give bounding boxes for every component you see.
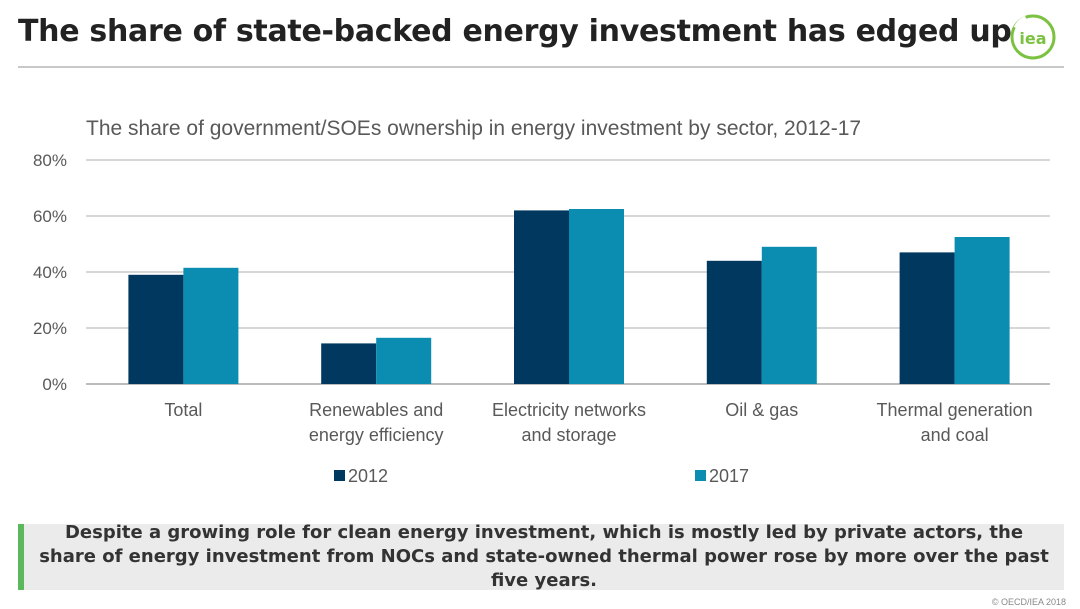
x-tick-label-line: Thermal generation — [877, 400, 1033, 420]
x-tick-label-line: and coal — [921, 425, 989, 445]
x-tick-label-line: Electricity networks — [492, 400, 646, 420]
x-tick-label-line: Oil & gas — [725, 400, 798, 420]
x-tick-label: Thermal generation and coal — [877, 400, 1033, 445]
legend-label: 2012 — [348, 466, 388, 486]
legend-label: 2017 — [709, 466, 749, 486]
legend-swatch-2017 — [695, 470, 706, 481]
legend-swatch-2012 — [334, 470, 345, 481]
x-axis: Total Renewables and energy efficiency Elec… — [164, 400, 1032, 445]
copyright: © OECD/IEA 2018 — [991, 597, 1066, 607]
x-tick-label-line: Renewables and — [309, 400, 443, 420]
bar-2017 — [376, 337, 432, 384]
bar-2017 — [183, 267, 239, 384]
y-tick-label: 20% — [33, 319, 67, 338]
x-tick-label: Electricity networks and storage — [492, 400, 646, 445]
chart-title: The share of government/SOEs ownership i… — [86, 117, 861, 140]
bar-2017 — [569, 209, 624, 384]
legend: 2012 2017 — [334, 466, 749, 486]
logo-text: iea — [1019, 29, 1046, 48]
bar-2012 — [321, 343, 377, 384]
bar-2017 — [761, 246, 817, 384]
x-tick-label: Renewables and energy efficiency — [309, 400, 444, 445]
y-axis: 0% 20% 40% 60% 80% — [33, 151, 67, 394]
bar-2017 — [954, 237, 1010, 384]
x-tick-label-line: energy efficiency — [309, 425, 444, 445]
bar-chart: The share of government/SOEs ownership i… — [33, 117, 1050, 486]
y-tick-label: 40% — [33, 263, 67, 282]
x-tick-label: Oil & gas — [725, 400, 798, 420]
iea-logo-icon: iea — [1010, 14, 1056, 60]
x-tick-label: Total — [164, 400, 202, 420]
bar-2012 — [706, 260, 762, 384]
y-tick-label: 0% — [42, 375, 67, 394]
x-tick-label-line: and storage — [521, 425, 616, 445]
bar-2012 — [128, 274, 184, 384]
slide-title: The share of state-backed energy investm… — [18, 14, 1012, 49]
callout-text: Despite a growing role for clean energy … — [39, 522, 1049, 591]
bars — [128, 209, 1010, 384]
bar-2012 — [899, 252, 955, 384]
y-tick-label: 80% — [33, 151, 67, 170]
y-tick-label: 60% — [33, 207, 67, 226]
callout-box: Despite a growing role for clean energy … — [18, 522, 1064, 591]
x-tick-label-line: Total — [164, 400, 202, 420]
title-divider — [18, 66, 1064, 68]
bar-2012 — [514, 210, 569, 384]
